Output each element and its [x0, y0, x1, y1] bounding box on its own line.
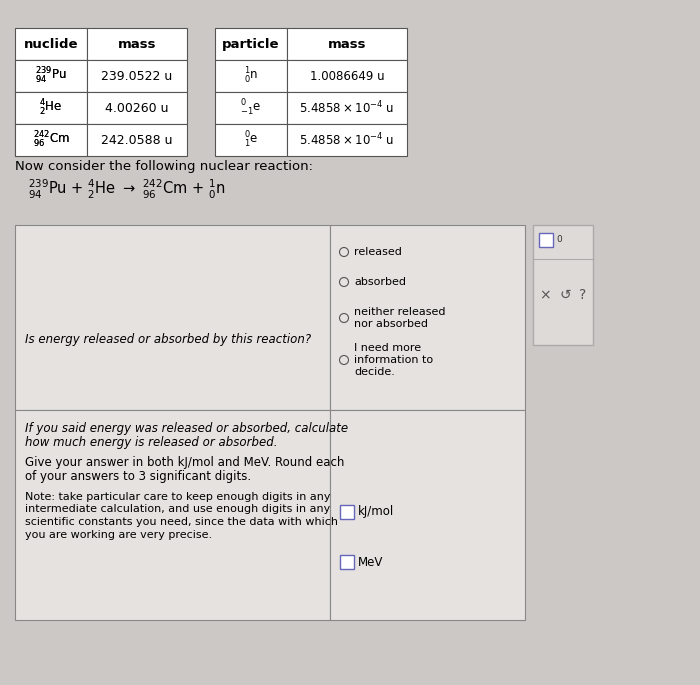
Text: mass: mass — [328, 38, 366, 51]
Text: absorbed: absorbed — [354, 277, 406, 287]
Text: 242.0588 u: 242.0588 u — [102, 134, 173, 147]
Text: If you said energy was released or absorbed, calculate: If you said energy was released or absor… — [25, 422, 348, 435]
Text: Note: take particular care to keep enough digits in any: Note: take particular care to keep enoug… — [25, 492, 330, 502]
Text: $\mathregular{^{4}_{2}}$He: $\mathregular{^{4}_{2}}$He — [39, 98, 62, 118]
Bar — [340, 505, 354, 519]
Text: $\mathregular{^{242}_{96}}$Cm: $\mathregular{^{242}_{96}}$Cm — [33, 130, 69, 150]
Text: Is energy released or absorbed by this reaction?: Is energy released or absorbed by this r… — [25, 333, 311, 346]
Circle shape — [340, 277, 349, 286]
Text: ?: ? — [580, 288, 587, 302]
Text: ×: × — [539, 288, 551, 302]
Bar — [15, 92, 87, 124]
Text: $5.4858 \times 10^{-4}$ u: $5.4858 \times 10^{-4}$ u — [300, 100, 395, 116]
Text: nuclide: nuclide — [24, 38, 78, 51]
Text: 239.0522 u: 239.0522 u — [102, 69, 173, 82]
Text: $\mathregular{^{1}_{0}}$n: $\mathregular{^{1}_{0}}$n — [244, 66, 258, 86]
Text: kJ/mol: kJ/mol — [358, 506, 394, 519]
Text: I need more
information to
decide.: I need more information to decide. — [354, 343, 433, 377]
Text: Now consider the following nuclear reaction:: Now consider the following nuclear react… — [15, 160, 313, 173]
Text: particle: particle — [223, 38, 280, 51]
Text: neither released
nor absorbed: neither released nor absorbed — [354, 307, 445, 329]
Text: 0: 0 — [556, 235, 561, 244]
Text: scientific constants you need, since the data with which: scientific constants you need, since the… — [25, 517, 338, 527]
Bar — [15, 60, 87, 92]
Bar — [287, 28, 407, 60]
Text: $\mathregular{^{0}_{1}}$e: $\mathregular{^{0}_{1}}$e — [244, 130, 258, 150]
Text: you are working are very precise.: you are working are very precise. — [25, 530, 212, 540]
Bar — [87, 92, 187, 124]
Bar — [15, 28, 87, 60]
Text: $\mathregular{^{239}_{94}}$Pu: $\mathregular{^{239}_{94}}$Pu — [35, 66, 66, 86]
Circle shape — [340, 356, 349, 364]
Bar — [15, 410, 330, 620]
Text: $\mathregular{^{4}_{2}}$He: $\mathregular{^{4}_{2}}$He — [39, 98, 62, 118]
Bar — [15, 124, 87, 156]
Text: ↺: ↺ — [559, 288, 570, 302]
Bar — [215, 60, 287, 92]
Text: $5.4858 \times 10^{-4}$ u: $5.4858 \times 10^{-4}$ u — [300, 132, 395, 148]
Bar — [330, 410, 525, 620]
Circle shape — [340, 247, 349, 256]
Circle shape — [340, 314, 349, 323]
Bar — [87, 60, 187, 92]
Bar — [287, 60, 407, 92]
Bar — [533, 225, 593, 345]
Text: mass: mass — [118, 38, 156, 51]
Bar — [15, 60, 87, 92]
Text: $\mathregular{^{242}_{96}}$Cm: $\mathregular{^{242}_{96}}$Cm — [33, 130, 69, 150]
Bar — [539, 233, 553, 247]
Bar — [87, 28, 187, 60]
Text: $\mathregular{^{0}_{-1}}$e: $\mathregular{^{0}_{-1}}$e — [240, 98, 262, 118]
Text: 1.0086649 u: 1.0086649 u — [309, 69, 384, 82]
Bar — [215, 124, 287, 156]
Bar — [15, 92, 87, 124]
Text: MeV: MeV — [358, 556, 384, 569]
Bar — [330, 225, 525, 410]
Text: 4.00260 u: 4.00260 u — [105, 101, 169, 114]
Bar — [215, 92, 287, 124]
Bar — [287, 124, 407, 156]
Bar — [215, 28, 287, 60]
Bar — [287, 92, 407, 124]
Bar — [15, 225, 330, 410]
Text: of your answers to 3 significant digits.: of your answers to 3 significant digits. — [25, 470, 251, 483]
Text: released: released — [354, 247, 402, 257]
Text: how much energy is released or absorbed.: how much energy is released or absorbed. — [25, 436, 277, 449]
Text: intermediate calculation, and use enough digits in any: intermediate calculation, and use enough… — [25, 504, 330, 514]
Bar — [340, 555, 354, 569]
Bar — [15, 124, 87, 156]
Text: $\mathregular{^{239}_{94}}$Pu: $\mathregular{^{239}_{94}}$Pu — [35, 66, 66, 86]
Bar — [87, 124, 187, 156]
Text: $\mathregular{^{239}_{94}}$Pu + $\mathregular{^{4}_{2}}$He $\rightarrow$ $\mathr: $\mathregular{^{239}_{94}}$Pu + $\mathre… — [28, 178, 225, 201]
Text: Give your answer in both kJ/mol and MeV. Round each: Give your answer in both kJ/mol and MeV.… — [25, 456, 344, 469]
